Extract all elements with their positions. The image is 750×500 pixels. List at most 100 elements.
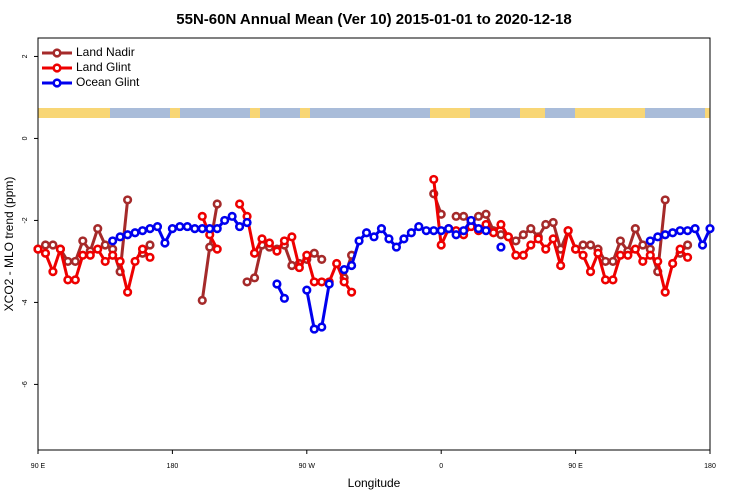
- point: [391, 242, 402, 252]
- point: [451, 211, 461, 221]
- point: [630, 244, 640, 254]
- point: [63, 275, 73, 285]
- point: [369, 232, 379, 242]
- point: [190, 224, 200, 234]
- point: [668, 228, 678, 238]
- point: [78, 250, 88, 260]
- point: [302, 285, 312, 295]
- point: [608, 256, 618, 267]
- point: [294, 262, 304, 273]
- legend-marker: [52, 63, 62, 73]
- point: [481, 209, 491, 219]
- point: [317, 277, 327, 287]
- point: [249, 273, 260, 283]
- point: [526, 240, 536, 250]
- point: [264, 238, 275, 248]
- point: [249, 248, 260, 258]
- point: [339, 265, 349, 275]
- point: [682, 240, 693, 250]
- point: [220, 215, 230, 226]
- point: [182, 221, 192, 232]
- y-tick-label: -6: [22, 381, 29, 387]
- point: [511, 250, 521, 260]
- plot-frame: [37, 37, 711, 451]
- legend-label: Land Glint: [76, 60, 131, 74]
- point: [675, 226, 685, 236]
- point: [40, 240, 51, 250]
- point: [100, 240, 110, 250]
- x-tick-label: 90 E: [31, 463, 46, 470]
- point: [108, 250, 118, 260]
- point: [578, 240, 588, 250]
- point: [347, 260, 357, 271]
- point: [137, 244, 148, 254]
- point: [242, 277, 252, 287]
- point: [309, 324, 319, 334]
- point: [496, 230, 506, 240]
- point: [421, 226, 431, 236]
- point: [108, 236, 118, 246]
- point: [690, 224, 700, 234]
- legend-label: Ocean Glint: [76, 75, 140, 89]
- point: [615, 236, 626, 246]
- y-tick-label: -4: [22, 299, 29, 305]
- legend-label: Land Nadir: [76, 45, 135, 59]
- point: [705, 224, 715, 234]
- point: [563, 226, 573, 236]
- point: [459, 226, 469, 236]
- point: [40, 248, 51, 258]
- point: [160, 238, 170, 248]
- point: [122, 287, 133, 297]
- point: [638, 256, 648, 267]
- point: [93, 244, 103, 254]
- point: [242, 217, 252, 228]
- point: [339, 277, 349, 287]
- point: [585, 267, 596, 277]
- point: [444, 224, 454, 234]
- point: [414, 221, 424, 232]
- point: [122, 230, 133, 240]
- point: [205, 242, 215, 252]
- legend-marker: [52, 78, 62, 88]
- point: [518, 230, 528, 240]
- point: [399, 234, 409, 244]
- point: [593, 248, 603, 258]
- point: [152, 221, 163, 232]
- point: [205, 224, 215, 234]
- point: [78, 236, 88, 246]
- point: [227, 211, 237, 221]
- point: [197, 295, 207, 305]
- point: [548, 217, 558, 228]
- point: [436, 226, 446, 236]
- point: [235, 221, 245, 232]
- point: [70, 275, 80, 285]
- point: [533, 234, 543, 244]
- point: [145, 224, 155, 234]
- point: [272, 246, 282, 256]
- point: [481, 226, 491, 236]
- x-tick-label: 90 W: [299, 463, 316, 470]
- point: [70, 256, 80, 267]
- point: [115, 256, 125, 267]
- x-axis-label: Longitude: [348, 476, 401, 490]
- point: [167, 224, 177, 234]
- point: [623, 250, 633, 260]
- chart-title: 55N-60N Annual Mean (Ver 10) 2015-01-01 …: [176, 11, 571, 28]
- point: [376, 224, 387, 234]
- point: [85, 250, 95, 260]
- point: [541, 244, 551, 254]
- point: [630, 224, 640, 234]
- point: [459, 211, 469, 221]
- point: [287, 260, 297, 271]
- point: [235, 199, 245, 209]
- point: [660, 195, 670, 205]
- point: [175, 221, 185, 232]
- point: [608, 275, 618, 285]
- point: [55, 244, 66, 254]
- point: [466, 215, 476, 226]
- point: [570, 244, 581, 254]
- point: [541, 219, 551, 230]
- point: [63, 256, 73, 267]
- point: [279, 293, 290, 303]
